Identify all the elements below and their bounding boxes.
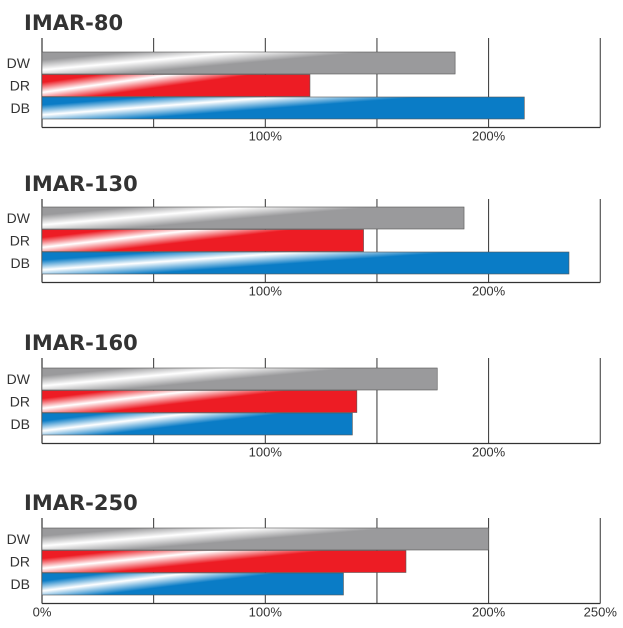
tick-label: 200% <box>472 445 506 460</box>
tick-label: 200% <box>472 605 506 620</box>
bar-db <box>41 412 353 436</box>
category-label-db: DB <box>11 576 30 592</box>
bar-dr <box>41 229 364 252</box>
bar-db <box>41 251 570 275</box>
tick-label: 250% <box>584 605 618 620</box>
tick-label: 200% <box>472 284 506 299</box>
category-label-db: DB <box>11 255 30 271</box>
category-label-db: DB <box>11 416 30 432</box>
tick-label: 0% <box>33 605 52 620</box>
category-label-db: DB <box>11 100 30 116</box>
bar-dw <box>41 51 456 75</box>
bar-db <box>41 572 344 596</box>
category-label-dr: DR <box>10 554 30 570</box>
tick-label: 100% <box>249 605 283 620</box>
tick-label: 100% <box>249 284 283 299</box>
category-label-dr: DR <box>10 233 30 249</box>
chart-title: IMAR-80 <box>24 11 123 35</box>
chart-title: IMAR-160 <box>24 331 138 355</box>
category-label-dw: DW <box>7 210 31 226</box>
tick-label: 200% <box>472 129 506 144</box>
category-label-dw: DW <box>7 371 31 387</box>
chart-title: IMAR-130 <box>24 172 138 196</box>
chart-imar-250: IMAR-250 DW DR DB0% 100% 200% 250% <box>7 491 618 620</box>
category-label-dr: DR <box>10 78 30 94</box>
bar-dw <box>41 527 489 551</box>
bar-dr <box>41 550 407 573</box>
tick-label: 100% <box>249 445 283 460</box>
bar-db <box>41 96 525 120</box>
chart-imar-130: IMAR-130 DW DR DB 100% 200% <box>7 172 601 299</box>
bar-dw <box>41 367 438 391</box>
category-label-dw: DW <box>7 55 31 71</box>
category-label-dr: DR <box>10 394 30 410</box>
chart-title: IMAR-250 <box>24 491 138 515</box>
tick-label: 100% <box>249 129 283 144</box>
chart-imar-80: IMAR-80 DW DR DB 100% 200% <box>7 11 601 144</box>
chart-imar-160: IMAR-160 DW DR DB 100% 200% <box>7 331 601 460</box>
bar-dr <box>41 390 358 413</box>
category-label-dw: DW <box>7 531 31 547</box>
bar-dw <box>41 206 465 230</box>
bar-dr <box>41 74 311 97</box>
